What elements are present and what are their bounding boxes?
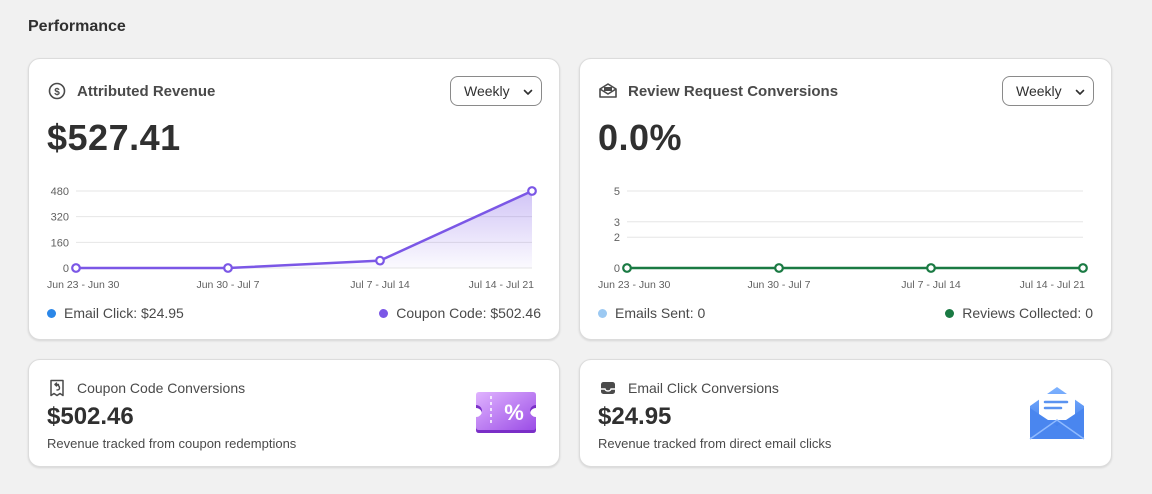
legend-emails-sent: Emails Sent: 0 <box>598 305 705 321</box>
period-select-value: Weekly <box>1016 83 1062 99</box>
svg-text:%: % <box>504 400 524 425</box>
legend-reviews-collected: Reviews Collected: 0 <box>945 305 1093 321</box>
x-tick-label: Jun 30 - Jul 7 <box>196 279 259 291</box>
y-tick-label: 5 <box>614 186 620 198</box>
review-conversions-chart: 0 2 3 5 Jun 23 - Jun 30 Jun 30 - Jul 7 Jul 7 -… <box>598 186 1088 291</box>
revenue-chart: 0 160 320 480 Jun 23 - Jun 30 Jun 30 - Jul 7 J… <box>47 186 537 291</box>
period-select-value: Weekly <box>464 83 510 99</box>
y-tick-label: 0 <box>63 263 69 275</box>
legend-label: Reviews Collected: 0 <box>962 305 1093 321</box>
data-point[interactable] <box>926 263 936 273</box>
y-tick-label: 320 <box>51 212 69 224</box>
x-tick-label: Jun 30 - Jul 7 <box>747 279 810 291</box>
x-tick-label: Jul 14 - Jul 21 <box>1020 279 1086 291</box>
card-title: Review Request Conversions <box>628 82 839 100</box>
legend-coupon-code: Coupon Code: $502.46 <box>379 305 541 321</box>
period-select[interactable]: Weekly <box>1002 76 1094 106</box>
data-point[interactable] <box>622 263 632 273</box>
envelope-open-icon <box>598 81 618 101</box>
card-header: Email Click Conversions <box>598 378 779 398</box>
legend-label: Email Click: $24.95 <box>64 305 184 321</box>
review-request-card: Review Request Conversions Weekly 0.0% 0… <box>579 58 1112 340</box>
card-title: Email Click Conversions <box>628 380 779 396</box>
receipt-icon <box>47 378 67 398</box>
y-tick-label: 0 <box>614 263 620 275</box>
email-subtitle: Revenue tracked from direct email clicks <box>598 436 832 451</box>
data-point[interactable] <box>71 263 81 273</box>
conversion-rate: 0.0% <box>598 117 683 158</box>
x-tick-label: Jun 23 - Jun 30 <box>598 279 671 291</box>
revenue-total: $527.41 <box>47 117 181 158</box>
card-header: $ Attributed Revenue <box>47 81 215 101</box>
y-tick-label: 480 <box>51 186 69 198</box>
series-area <box>76 191 532 268</box>
series-line <box>76 189 533 270</box>
legend-label: Coupon Code: $502.46 <box>396 305 541 321</box>
data-point[interactable] <box>527 186 537 196</box>
chevron-down-icon <box>1074 85 1086 97</box>
x-tick-label: Jul 7 - Jul 14 <box>901 279 961 291</box>
chevron-down-icon <box>522 85 534 97</box>
legend-dot <box>598 308 607 318</box>
card-header: Coupon Code Conversions <box>47 378 245 398</box>
legend-label: Emails Sent: 0 <box>615 305 706 321</box>
y-tick-label: 3 <box>614 217 620 229</box>
dollar-circle-icon: $ <box>47 81 67 101</box>
coupon-revenue-value: $502.46 <box>47 403 134 430</box>
envelope-illustration <box>1026 384 1088 447</box>
inbox-icon <box>598 378 618 398</box>
attributed-revenue-card: $ Attributed Revenue Weekly $527.41 0 160… <box>28 58 560 340</box>
x-tick-label: Jul 14 - Jul 21 <box>469 279 535 291</box>
email-revenue-value: $24.95 <box>598 403 672 430</box>
svg-text:$: $ <box>54 87 60 98</box>
coupon-conversions-card: Coupon Code Conversions $502.46 Revenue … <box>28 359 560 467</box>
coupon-ticket-illustration: % <box>473 388 539 443</box>
legend-dot <box>945 308 955 318</box>
period-select[interactable]: Weekly <box>450 76 542 106</box>
card-title: Coupon Code Conversions <box>77 380 246 396</box>
page-title: Performance <box>28 18 126 35</box>
data-point[interactable] <box>375 255 385 266</box>
legend-dot <box>379 308 389 318</box>
x-tick-label: Jul 7 - Jul 14 <box>350 279 410 291</box>
card-header: Review Request Conversions <box>598 81 838 101</box>
data-point[interactable] <box>1078 263 1088 273</box>
y-tick-label: 2 <box>614 232 620 244</box>
legend-email-click: Email Click: $24.95 <box>47 305 184 321</box>
card-title: Attributed Revenue <box>77 82 216 100</box>
y-tick-label: 160 <box>51 237 69 249</box>
x-tick-label: Jun 23 - Jun 30 <box>47 279 120 291</box>
email-click-conversions-card: Email Click Conversions $24.95 Revenue t… <box>579 359 1112 467</box>
coupon-subtitle: Revenue tracked from coupon redemptions <box>47 436 297 451</box>
data-point[interactable] <box>223 263 233 273</box>
data-point[interactable] <box>774 263 784 273</box>
legend-dot <box>47 308 56 318</box>
